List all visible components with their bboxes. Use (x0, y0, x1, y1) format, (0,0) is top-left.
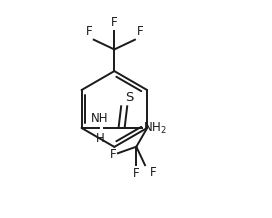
Text: F: F (85, 25, 92, 38)
Text: F: F (150, 166, 157, 179)
Text: F: F (133, 167, 140, 180)
Text: F: F (137, 25, 143, 38)
Text: F: F (111, 16, 118, 29)
Text: H: H (95, 132, 104, 145)
Text: NH: NH (91, 112, 109, 125)
Text: NH$_2$: NH$_2$ (143, 120, 167, 136)
Text: F: F (110, 148, 116, 161)
Text: S: S (125, 91, 134, 104)
